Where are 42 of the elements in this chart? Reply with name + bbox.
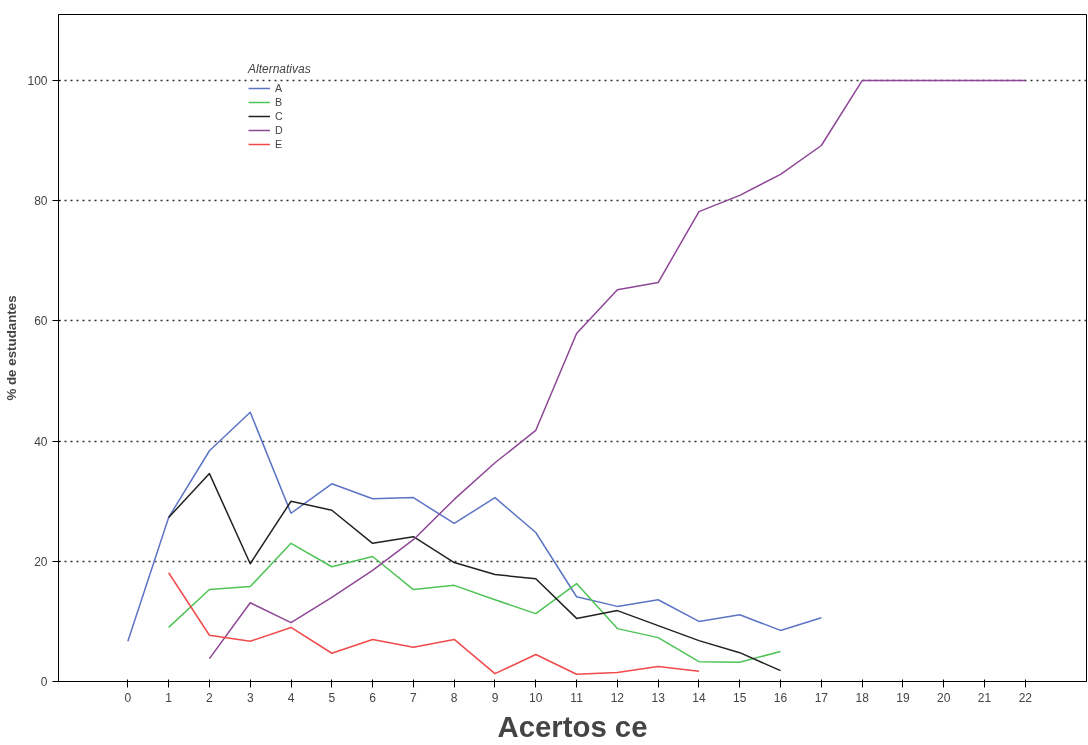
line-series [167,571,700,676]
x-tick-label: 10 [529,690,543,705]
x-tick-label: 18 [855,690,870,705]
x-tick-label: 7 [410,690,418,705]
x-tick-label: 6 [369,690,377,705]
x-tick-label: 4 [287,690,295,705]
x-tick-label: 17 [814,690,829,705]
x-axis-title: Acertos ce [497,709,648,743]
x-tick-label: 20 [937,690,951,705]
line-series [167,472,782,672]
x-tick-label: 15 [733,690,747,705]
legend-label: A [275,82,284,94]
legend-title: Alternativas [248,62,311,76]
x-tick-label: 1 [165,690,173,705]
x-tick-label: 16 [773,690,788,705]
x-tick-label: 0 [124,690,132,705]
x-tick-label: 9 [491,690,499,705]
legend-label: E [275,138,284,150]
x-tick-label: 5 [328,690,336,705]
y-tick-label: 80 [34,194,48,209]
y-tick-label: 20 [34,554,48,569]
y-tick-label: 100 [27,74,48,89]
x-tick-label: 3 [246,690,254,705]
x-tick-label: 2 [206,690,214,705]
y-tick-label: 40 [34,434,48,449]
x-tick-label: 12 [610,690,625,705]
x-tick-label: 13 [651,690,666,705]
line-series [127,411,823,642]
legend-label: C [275,110,284,122]
legend-label: B [275,96,284,108]
y-tick-label: 0 [40,675,48,689]
line-series [167,542,782,664]
y-axis-title: % de estudantes [4,295,20,401]
line-series [208,79,1027,660]
x-tick-label: 8 [450,690,458,705]
x-tick-label: 22 [1018,690,1033,705]
legend-label: D [275,124,284,136]
x-tick-label: 19 [896,690,910,705]
y-tick-label: 60 [34,314,48,329]
x-tick-label: 14 [692,690,706,705]
x-tick-label: 21 [977,690,992,705]
x-tick-label: 11 [570,690,584,705]
